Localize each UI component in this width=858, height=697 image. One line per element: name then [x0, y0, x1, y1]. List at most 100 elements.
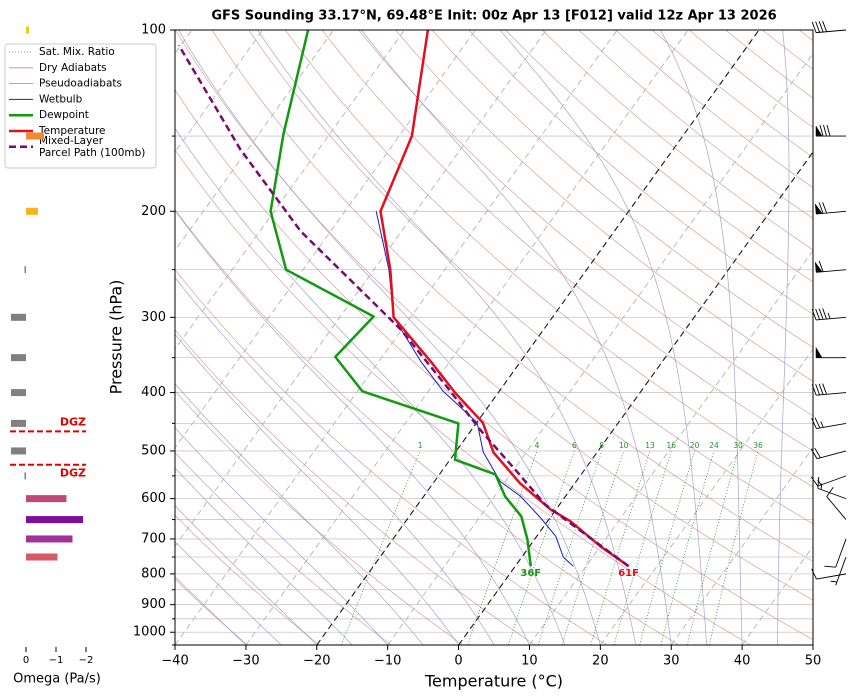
- pseudoadiabat: [777, 30, 790, 645]
- pseudoadiabat: [361, 30, 672, 645]
- mixing-ratio-line: [467, 450, 538, 645]
- x-tick-label: 20: [592, 654, 609, 669]
- dry-adiabat: [285, 30, 813, 488]
- mixing-ratio-label: 13: [645, 441, 655, 450]
- legend-label: Parcel Path (100mb): [39, 147, 145, 159]
- pseudoadiabat: [175, 467, 353, 645]
- wind-barb: [810, 447, 847, 460]
- legend: Sat. Mix. Ratio Dry Adiabats Pseudoadiabat…: [4, 43, 157, 169]
- wind-barb: [814, 202, 847, 215]
- dry-adiabat: [175, 30, 813, 601]
- x-tick-label: 30: [663, 654, 680, 669]
- barb-lines: [811, 20, 847, 34]
- y-tick-label: 500: [141, 443, 166, 458]
- y-tick-label: 900: [141, 597, 166, 612]
- pseudoadiabat: [499, 30, 708, 645]
- mixing-ratio-label: 36: [753, 441, 763, 450]
- wind-panel: [810, 20, 847, 586]
- omega-tick-label: −1: [49, 655, 64, 666]
- legend-label: Sat. Mix. Ratio: [39, 46, 115, 58]
- wind-barb: [826, 486, 847, 520]
- legend-label: Mixed-Layer: [39, 135, 104, 147]
- omega-bar: [24, 266, 26, 274]
- pseudoadiabat: [175, 209, 530, 645]
- omega-bar: [26, 516, 83, 524]
- wind-barb: [824, 538, 847, 568]
- barb-lines: [811, 568, 847, 580]
- isotherm: [175, 30, 264, 153]
- dgz-label: DGZ: [60, 415, 86, 428]
- profile-line: [269, 30, 533, 567]
- barb-lines: [810, 447, 847, 460]
- mixing-ratio-line: [613, 450, 672, 645]
- omega-bar: [26, 207, 38, 215]
- dgz-label: DGZ: [60, 467, 86, 480]
- wind-barb: [811, 568, 847, 580]
- mixing-ratio-label: 6: [572, 441, 577, 450]
- x-tick-label: −10: [374, 654, 401, 669]
- mixing-ratio-line: [708, 450, 759, 645]
- wind-barb: [815, 346, 846, 359]
- dry-adiabat: [395, 30, 813, 382]
- dry-adiabat: [358, 30, 813, 417]
- plot-frame: [174, 29, 814, 646]
- barb-lines: [816, 124, 846, 137]
- omega-bar: [26, 535, 73, 543]
- mixing-ratio-label: 10: [619, 441, 629, 450]
- isotherm: [175, 30, 476, 449]
- y-tick-label: 100: [141, 23, 166, 38]
- pseudoadiabat: [175, 127, 566, 645]
- barb-pennant: [814, 203, 823, 215]
- barb-lines: [811, 383, 847, 396]
- x-tick-label: −30: [232, 654, 259, 669]
- y-tick-label: 800: [141, 566, 166, 581]
- barb-lines: [830, 556, 847, 586]
- omega-bar: [11, 389, 26, 397]
- pseudoadiabat: [175, 576, 247, 645]
- dry-adiabat: [175, 514, 320, 645]
- highlight-isotherm: [316, 30, 760, 645]
- dry-adiabat: [175, 149, 751, 645]
- dry-adiabat: [211, 30, 813, 562]
- x-tick-label: −40: [161, 654, 188, 669]
- wind-barb: [817, 476, 847, 500]
- omega-bar: [26, 495, 67, 503]
- barb-lines: [826, 486, 847, 520]
- pseudoadiabat: [175, 383, 424, 645]
- omega-bar: [26, 132, 44, 140]
- omega-bar: [11, 354, 26, 362]
- omega-bar: [11, 447, 26, 455]
- omega-bar: [26, 553, 58, 561]
- omega-tick-label: 0: [23, 655, 29, 666]
- barb-lines: [811, 417, 847, 430]
- dry-adiabat: [175, 452, 392, 645]
- dry-adiabat: [175, 390, 464, 645]
- isotherm-grid-line: [387, 52, 813, 645]
- omega-bar: [11, 313, 26, 321]
- isotherm: [175, 30, 334, 252]
- chart-title: GFS Sounding 33.17°N, 69.48°E Init: 00z …: [211, 9, 776, 24]
- x-tick-label: 50: [805, 654, 822, 669]
- barb-pennant: [815, 346, 823, 358]
- pseudoadiabat: [175, 333, 459, 645]
- barb-pennant: [814, 261, 823, 273]
- isotherm: [175, 30, 547, 548]
- y-tick-label: 600: [141, 491, 166, 506]
- pseudoadiabat: [178, 30, 601, 645]
- omega-bar: [24, 472, 26, 480]
- mixing-ratio-label: 20: [690, 441, 700, 450]
- pseudoadiabat: [175, 505, 318, 645]
- pseudoadiabat: [257, 30, 637, 645]
- barb-lines: [824, 538, 847, 568]
- dry-adiabat: [248, 30, 813, 525]
- plot-area: 1 4 6 8 10 13 16 20 24 30 36: [175, 30, 813, 645]
- x-tick-label: 40: [734, 654, 751, 669]
- mixing-ratio-label: 30: [733, 441, 743, 450]
- barb-lines: [817, 476, 847, 500]
- dry-adiabat: [431, 30, 813, 348]
- mixing-ratio-line: [660, 450, 715, 645]
- x-tick-label: −20: [303, 654, 330, 669]
- wind-barb: [814, 260, 847, 273]
- y-tick-label: 400: [141, 385, 166, 400]
